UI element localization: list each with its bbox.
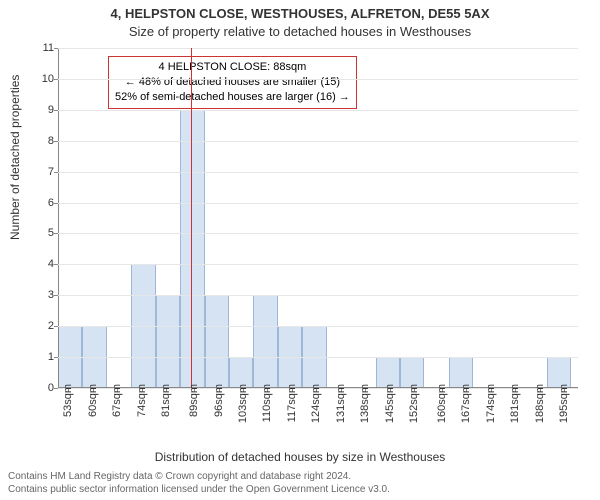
info-line-size: 4 HELPSTON CLOSE: 88sqm (115, 60, 350, 75)
y-tick-mark (54, 110, 58, 111)
x-tick-label: 167sqm (460, 384, 472, 423)
y-tick-label: 9 (32, 104, 54, 116)
y-tick-label: 1 (32, 351, 54, 363)
y-tick-mark (54, 233, 58, 234)
y-tick-label: 5 (32, 227, 54, 239)
x-tick-label: 89sqm (188, 384, 200, 417)
info-line-smaller: ← 48% of detached houses are smaller (15… (115, 75, 350, 90)
x-tick-label: 110sqm (261, 384, 273, 422)
gridline-h (58, 357, 578, 358)
histogram-bar (205, 295, 229, 388)
y-axis-label: Number of detached properties (8, 75, 22, 240)
plot-area: 4 HELPSTON CLOSE: 88sqm ← 48% of detache… (58, 48, 578, 388)
x-tick-label: 103sqm (237, 384, 249, 423)
x-tick-label: 117sqm (286, 384, 298, 422)
y-tick-mark (54, 295, 58, 296)
x-tick-label: 81sqm (160, 384, 172, 417)
histogram-bar (253, 295, 277, 388)
y-tick-label: 11 (32, 42, 54, 54)
x-tick-label: 195sqm (558, 384, 570, 423)
gridline-h (58, 203, 578, 204)
x-tick-label: 152sqm (408, 384, 420, 423)
y-tick-mark (54, 172, 58, 173)
x-tick-label: 53sqm (62, 384, 74, 417)
x-tick-label: 188sqm (534, 384, 546, 423)
info-callout-box: 4 HELPSTON CLOSE: 88sqm ← 48% of detache… (108, 56, 357, 109)
x-tick-label: 124sqm (310, 384, 322, 423)
chart-title-address: 4, HELPSTON CLOSE, WESTHOUSES, ALFRETON,… (0, 6, 600, 21)
y-tick-label: 8 (32, 135, 54, 147)
y-tick-label: 2 (32, 320, 54, 332)
x-tick-label: 96sqm (213, 384, 225, 417)
gridline-h (58, 264, 578, 265)
x-tick-label: 160sqm (436, 384, 448, 423)
y-tick-label: 0 (32, 382, 54, 394)
histogram-bar (180, 110, 204, 388)
info-line-larger: 52% of semi-detached houses are larger (… (115, 90, 350, 105)
gridline-h (58, 295, 578, 296)
property-marker-line (191, 48, 192, 388)
x-tick-label: 74sqm (136, 384, 148, 417)
y-tick-label: 7 (32, 166, 54, 178)
x-tick-label: 67sqm (111, 384, 123, 417)
histogram-bar (156, 295, 180, 388)
y-tick-mark (54, 326, 58, 327)
y-tick-mark (54, 141, 58, 142)
gridline-h (58, 233, 578, 234)
gridline-h (58, 141, 578, 142)
y-tick-mark (54, 79, 58, 80)
y-tick-mark (54, 357, 58, 358)
x-tick-label: 60sqm (87, 384, 99, 417)
y-tick-mark (54, 203, 58, 204)
x-axis-label: Distribution of detached houses by size … (0, 450, 600, 464)
x-tick-label: 174sqm (485, 384, 497, 423)
gridline-h (58, 326, 578, 327)
x-tick-label: 131sqm (335, 384, 347, 423)
gridline-h (58, 79, 578, 80)
gridline-h (58, 110, 578, 111)
y-tick-mark (54, 264, 58, 265)
chart-container: { "title_line1": "4, HELPSTON CLOSE, WES… (0, 0, 600, 500)
chart-subtitle: Size of property relative to detached ho… (0, 24, 600, 39)
x-tick-label: 138sqm (359, 384, 371, 423)
footer-line-1: Contains HM Land Registry data © Crown c… (8, 471, 390, 484)
x-tick-label: 145sqm (384, 384, 396, 423)
attribution-footer: Contains HM Land Registry data © Crown c… (8, 471, 390, 496)
gridline-h (58, 48, 578, 49)
x-tick-label: 181sqm (509, 384, 521, 423)
y-tick-label: 6 (32, 197, 54, 209)
y-tick-mark (54, 48, 58, 49)
y-tick-label: 3 (32, 289, 54, 301)
y-tick-label: 4 (32, 258, 54, 270)
footer-line-2: Contains public sector information licen… (8, 484, 390, 497)
y-tick-mark (54, 388, 58, 389)
gridline-h (58, 172, 578, 173)
y-tick-label: 10 (32, 73, 54, 85)
